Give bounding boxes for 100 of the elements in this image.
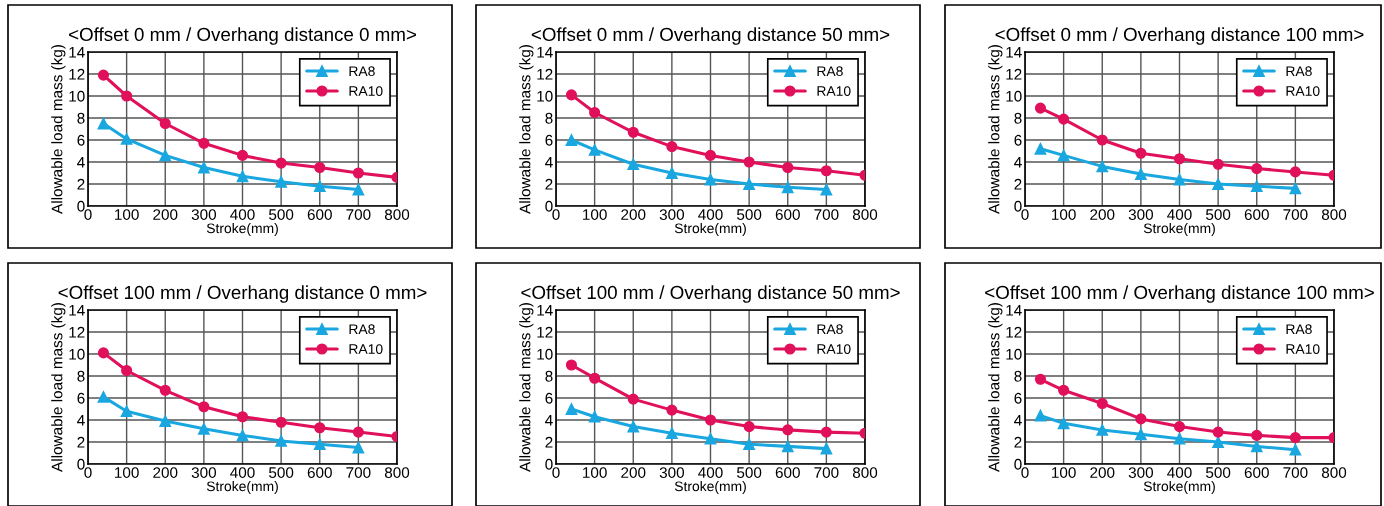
y-tick-label: 0 [1014, 458, 1022, 470]
point [743, 421, 755, 433]
point [704, 432, 717, 445]
legend-label: RA10 [349, 344, 383, 354]
point [666, 141, 678, 153]
chart-title: <Offset 0 mm / Overhang distance 0 mm> [69, 27, 416, 45]
x-tick-label: 700 [1283, 467, 1308, 478]
y-tick-label: 8 [545, 370, 553, 382]
point [198, 401, 210, 413]
legend-label: RA10 [349, 86, 383, 96]
legend-label: RA8 [349, 66, 375, 77]
x-tick-label: 100 [583, 467, 607, 478]
x-tick-label: 700 [1283, 209, 1308, 220]
chart-title: <Offset 0 mm / Overhang distance 100 mm> [995, 27, 1364, 45]
x-axis-title: Stroke(mm) [206, 223, 278, 236]
y-tick-label: 12 [69, 68, 85, 80]
y-tick-label: 4 [1014, 157, 1022, 168]
y-tick-label: 14 [537, 47, 553, 58]
y-axis-title: Allowable load mass (kg) [519, 303, 534, 472]
point [627, 158, 640, 171]
x-tick-label: 300 [191, 209, 217, 220]
x-tick-label: 800 [852, 209, 878, 220]
point [1212, 158, 1224, 170]
point [313, 180, 326, 193]
point [1034, 102, 1047, 114]
y-tick-label: 6 [545, 134, 553, 146]
point [313, 438, 326, 451]
x-tick-label: 200 [1090, 467, 1115, 478]
legend-label: RA8 [1286, 324, 1312, 335]
point [589, 372, 601, 384]
x-axis-title: Stroke(mm) [1143, 481, 1215, 494]
point [1289, 182, 1302, 195]
y-tick-label: 10 [1006, 348, 1022, 360]
point [352, 167, 364, 179]
point [743, 178, 756, 190]
x-tick-label: 200 [1090, 209, 1115, 220]
y-axis-title: Allowable load mass (kg) [51, 303, 66, 472]
y-tick-label: 4 [77, 415, 85, 426]
point [820, 165, 832, 177]
point [1058, 384, 1070, 396]
y-tick-label: 10 [69, 90, 85, 102]
point [627, 420, 640, 433]
legend-label: RA8 [349, 324, 375, 335]
x-tick-label: 600 [775, 467, 800, 478]
y-tick-label: 14 [69, 47, 85, 58]
point [236, 170, 249, 183]
y-tick-label: 4 [77, 157, 85, 168]
x-tick-label: 600 [307, 467, 332, 478]
point [820, 426, 832, 438]
point [1289, 166, 1301, 178]
point [565, 359, 578, 371]
point [1251, 429, 1263, 441]
point [1173, 421, 1186, 433]
y-tick-label: 8 [1014, 370, 1022, 382]
point [627, 393, 639, 405]
x-tick-label: 300 [659, 209, 685, 220]
x-tick-label: 400 [1167, 467, 1192, 478]
x-tick-label: 0 [84, 467, 92, 478]
point [197, 161, 210, 174]
chart-title: <Offset 100 mm / Overhang distance 100 mm> [985, 285, 1374, 303]
point [275, 157, 287, 169]
point [781, 440, 794, 453]
x-tick-label: 200 [621, 467, 646, 478]
point [120, 132, 133, 145]
y-axis-title: Allowable load mass (kg) [51, 45, 66, 214]
point [565, 403, 578, 415]
y-axis-title: Allowable load mass (kg) [519, 45, 534, 214]
x-tick-label: 100 [1052, 209, 1076, 220]
point [1034, 373, 1047, 385]
x-tick-label: 500 [1205, 467, 1231, 478]
legend-label: RA10 [1286, 86, 1320, 96]
x-tick-label: 700 [346, 467, 371, 478]
point [565, 89, 578, 101]
point [1096, 160, 1109, 173]
x-tick-label: 700 [346, 209, 371, 220]
x-tick-label: 500 [736, 467, 762, 478]
y-tick-label: 2 [77, 178, 85, 190]
x-tick-label: 600 [1244, 209, 1269, 220]
point [275, 416, 287, 428]
x-tick-label: 300 [1128, 467, 1154, 478]
y-tick-label: 2 [1014, 436, 1022, 448]
point [588, 410, 601, 423]
point [743, 156, 755, 168]
x-axis-title: Stroke(mm) [674, 223, 746, 236]
y-tick-label: 12 [537, 326, 553, 338]
point [1096, 134, 1108, 146]
y-tick-label: 0 [545, 200, 553, 212]
point [1173, 432, 1186, 445]
x-tick-label: 0 [1021, 209, 1029, 220]
y-tick-label: 8 [1014, 112, 1022, 124]
x-tick-label: 0 [552, 467, 560, 478]
point [352, 441, 365, 454]
point [1135, 413, 1147, 425]
x-tick-label: 600 [307, 209, 332, 220]
legend-label: RA10 [817, 344, 851, 354]
x-tick-label: 800 [384, 209, 410, 220]
y-tick-label: 4 [545, 415, 553, 426]
point [197, 422, 210, 435]
x-tick-label: 500 [268, 209, 294, 220]
x-tick-label: 100 [583, 209, 607, 220]
